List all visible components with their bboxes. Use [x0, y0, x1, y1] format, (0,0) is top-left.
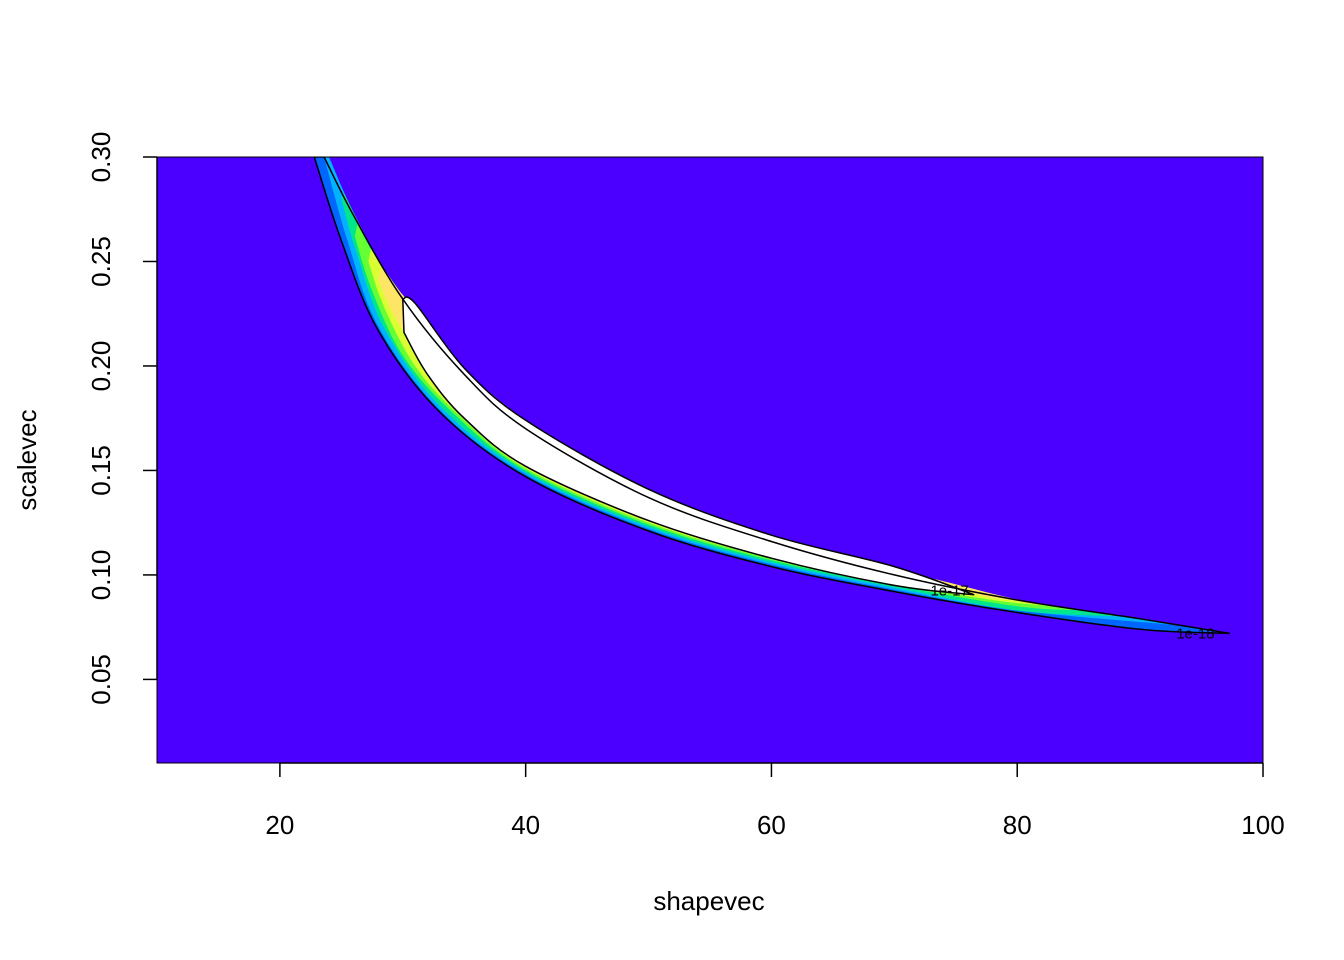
- x-tick-label: 60: [757, 810, 786, 840]
- y-tick-label: 0.30: [86, 132, 116, 183]
- x-axis: 20 40 60 80 100: [265, 762, 1285, 840]
- y-axis: 0.05 0.10 0.15 0.20 0.25 0.30: [86, 132, 158, 705]
- y-tick-label: 0.10: [86, 550, 116, 601]
- x-tick-label: 40: [511, 810, 540, 840]
- y-axis-title: scalevec: [12, 409, 42, 510]
- plot-background: [157, 157, 1263, 763]
- y-tick-label: 0.15: [86, 445, 116, 496]
- x-tick-label: 20: [265, 810, 294, 840]
- contour-label-1: 1e-17: [930, 583, 968, 600]
- x-tick-label: 80: [1003, 810, 1032, 840]
- contour-line-1: [402, 296, 975, 596]
- x-axis-title: shapevec: [653, 886, 764, 916]
- y-tick-label: 0.05: [86, 654, 116, 705]
- x-tick-label: 100: [1241, 810, 1284, 840]
- y-tick-label: 0.25: [86, 236, 116, 287]
- contour-band-peak: [402, 297, 975, 595]
- filled-bands: [314, 157, 1230, 634]
- contour-lines: [313, 157, 1230, 635]
- contour-labels: 1e-18 1e-17: [930, 583, 1214, 643]
- contour-line-0: [313, 157, 1230, 635]
- contour-label-0: 1e-18: [1176, 625, 1214, 642]
- y-tick-label: 0.20: [86, 341, 116, 392]
